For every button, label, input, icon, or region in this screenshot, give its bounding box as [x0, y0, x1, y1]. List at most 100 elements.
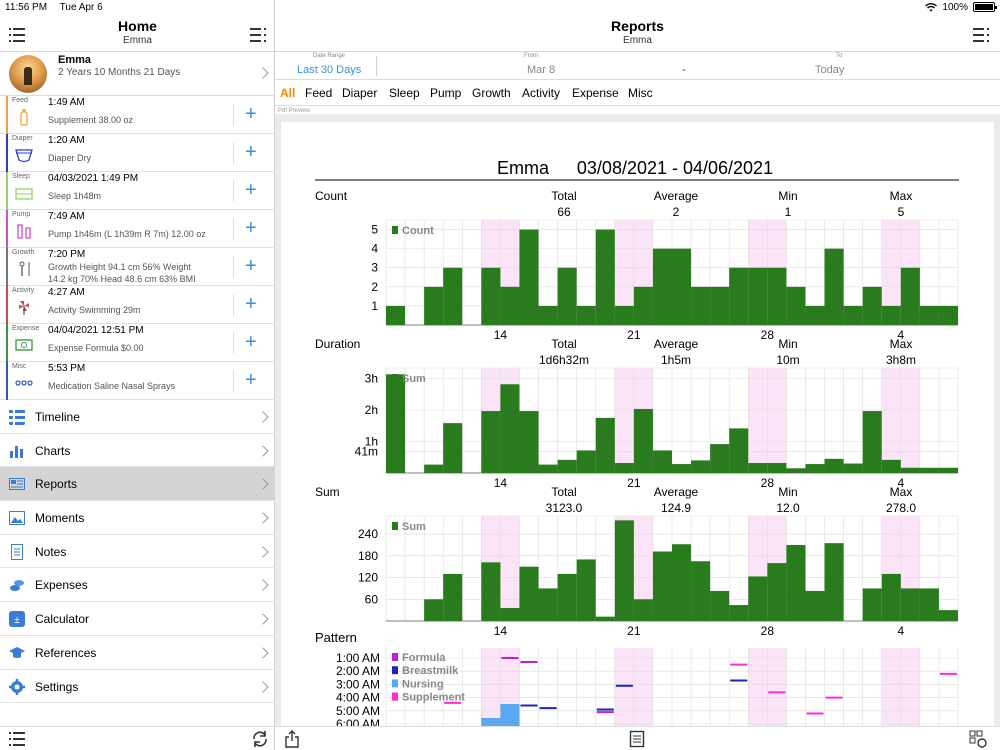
- menu-references[interactable]: References: [0, 636, 275, 670]
- menu-moments[interactable]: Moments: [0, 501, 275, 535]
- bar: [824, 248, 844, 325]
- sidebar-title: Home: [118, 18, 157, 34]
- pinwheel-icon: [19, 301, 29, 315]
- add-pump-button[interactable]: +: [245, 217, 257, 239]
- entry-diaper[interactable]: Diaper 1:20 AM Diaper Dry +: [0, 134, 275, 172]
- report-preview-area[interactable]: Emma 03/08/2021 - 04/06/2021 Count Total A…: [275, 114, 1000, 726]
- stat-header: Max: [890, 337, 913, 351]
- bar: [443, 267, 463, 325]
- bar: [710, 286, 730, 325]
- menu-timeline[interactable]: Timeline: [0, 400, 275, 434]
- tab-misc[interactable]: Misc: [628, 86, 653, 100]
- legend-label: Formula: [402, 652, 446, 664]
- profile-row[interactable]: Emma 2 Years 10 Months 21 Days: [0, 52, 275, 96]
- bar: [710, 590, 730, 621]
- chart-count: 1 2 3 4 5 Count 14 21 28 4: [371, 219, 959, 342]
- entry-category: Diaper: [12, 135, 33, 142]
- menu-settings[interactable]: Settings: [0, 670, 275, 704]
- entry-pump[interactable]: Pump 7:49 AM Pump 1h46m (L 1h39m R 7m) 1…: [0, 210, 275, 248]
- tab-sleep[interactable]: Sleep: [389, 86, 420, 100]
- stat-header: Max: [890, 189, 913, 203]
- range-dash: -: [682, 64, 686, 76]
- options-menu-icon[interactable]: [973, 28, 989, 42]
- legend-swatch: [392, 679, 398, 688]
- chevron-right-icon: [257, 411, 269, 423]
- bar: [424, 464, 444, 473]
- sidebar: Home Emma Emma 2 Years 10 Months 21 Days…: [0, 0, 275, 750]
- stat-value: 1: [785, 205, 792, 219]
- options-menu-icon[interactable]: [250, 28, 266, 42]
- references-icon: [9, 646, 25, 658]
- to-date[interactable]: Today: [815, 64, 845, 76]
- bar: [767, 463, 787, 473]
- grid-settings-icon[interactable]: [969, 730, 987, 748]
- entry-feed[interactable]: Feed 1:49 AM Supplement 38.00 oz +: [0, 96, 275, 134]
- y-tick-label: 1:00 AM: [336, 651, 380, 665]
- list-menu-icon[interactable]: [9, 28, 25, 42]
- section-label: Sum: [315, 485, 340, 499]
- add-growth-button[interactable]: +: [245, 255, 257, 277]
- menu-label: Settings: [35, 679, 79, 694]
- stat-value: 1d6h32m: [539, 353, 589, 367]
- bar: [576, 450, 596, 473]
- entry-growth[interactable]: Growth 7:20 PM Growth Height 94.1 cm 56%…: [0, 248, 275, 286]
- entry-misc[interactable]: Misc 5:53 PM Medication Saline Nasal Spr…: [0, 362, 275, 400]
- add-diaper-button[interactable]: +: [245, 141, 257, 163]
- document-icon[interactable]: [629, 730, 645, 748]
- entry-activity[interactable]: Activity 4:27 AM Activity Swimming 29m +: [0, 286, 275, 324]
- from-label: From: [524, 53, 538, 59]
- bar: [633, 599, 653, 621]
- add-sleep-button[interactable]: +: [245, 179, 257, 201]
- gear-icon: [9, 678, 25, 695]
- sync-icon[interactable]: [251, 730, 269, 748]
- bar: [538, 305, 558, 325]
- tab-growth[interactable]: Growth: [472, 86, 511, 100]
- menu-label: Expenses: [35, 578, 88, 593]
- stat-value: 5: [898, 205, 905, 219]
- add-feed-button[interactable]: +: [245, 103, 257, 125]
- share-icon[interactable]: [284, 730, 300, 748]
- add-misc-button[interactable]: +: [245, 369, 257, 391]
- profile-name: Emma: [58, 54, 92, 66]
- battery-icon: [973, 2, 997, 12]
- bar: [576, 305, 596, 325]
- tab-expense[interactable]: Expense: [572, 86, 619, 100]
- expenses-icon: [10, 580, 24, 592]
- entry-detail: Medication Saline Nasal Sprays: [48, 381, 176, 391]
- y-tick-label: 6:00 AM: [336, 717, 380, 726]
- x-tick-label: 4: [897, 328, 904, 342]
- menu-charts[interactable]: Charts: [0, 434, 275, 468]
- y-tick-label: 5:00 AM: [336, 704, 380, 718]
- legend-swatch: [392, 374, 398, 382]
- tab-feed[interactable]: Feed: [305, 86, 333, 100]
- date-range-selector[interactable]: Last 30 Days: [297, 64, 362, 76]
- chart-sum: 60 120 180 240 Sum 14 21 28 4: [358, 515, 959, 638]
- y-tick-label: 5: [371, 223, 378, 237]
- from-date[interactable]: Mar 8: [527, 64, 556, 76]
- bar: [805, 305, 825, 325]
- tab-pump[interactable]: Pump: [430, 86, 462, 100]
- chevron-right-icon: [257, 67, 269, 79]
- y-tick-label: 240: [358, 527, 378, 541]
- tab-activity[interactable]: Activity: [522, 86, 561, 100]
- menu-notes[interactable]: Notes: [0, 535, 275, 569]
- menu-expenses[interactable]: Expenses: [0, 568, 275, 603]
- add-expense-button[interactable]: +: [245, 331, 257, 353]
- avatar: [9, 55, 47, 93]
- list-icon[interactable]: [9, 732, 25, 746]
- add-activity-button[interactable]: +: [245, 293, 257, 315]
- bar: [614, 520, 634, 621]
- bar: [538, 588, 558, 621]
- category-tabs: All Feed Diaper Sleep Pump Growth Activi…: [275, 80, 1000, 106]
- dots-icon: [15, 380, 33, 386]
- bar: [748, 463, 768, 473]
- tab-diaper[interactable]: Diaper: [342, 86, 378, 100]
- entry-sleep[interactable]: Sleep 04/03/2021 1:49 PM Sleep 1h48m +: [0, 172, 275, 210]
- entry-expense[interactable]: Expense 04/04/2021 12:51 PM Expense Form…: [0, 324, 275, 362]
- bar: [557, 459, 577, 473]
- tab-all[interactable]: All: [280, 86, 296, 100]
- sidebar-toolbar: [0, 726, 275, 750]
- menu-reports[interactable]: Reports: [0, 467, 275, 502]
- menu-calculator[interactable]: ± Calculator: [0, 602, 275, 636]
- bar: [691, 561, 711, 621]
